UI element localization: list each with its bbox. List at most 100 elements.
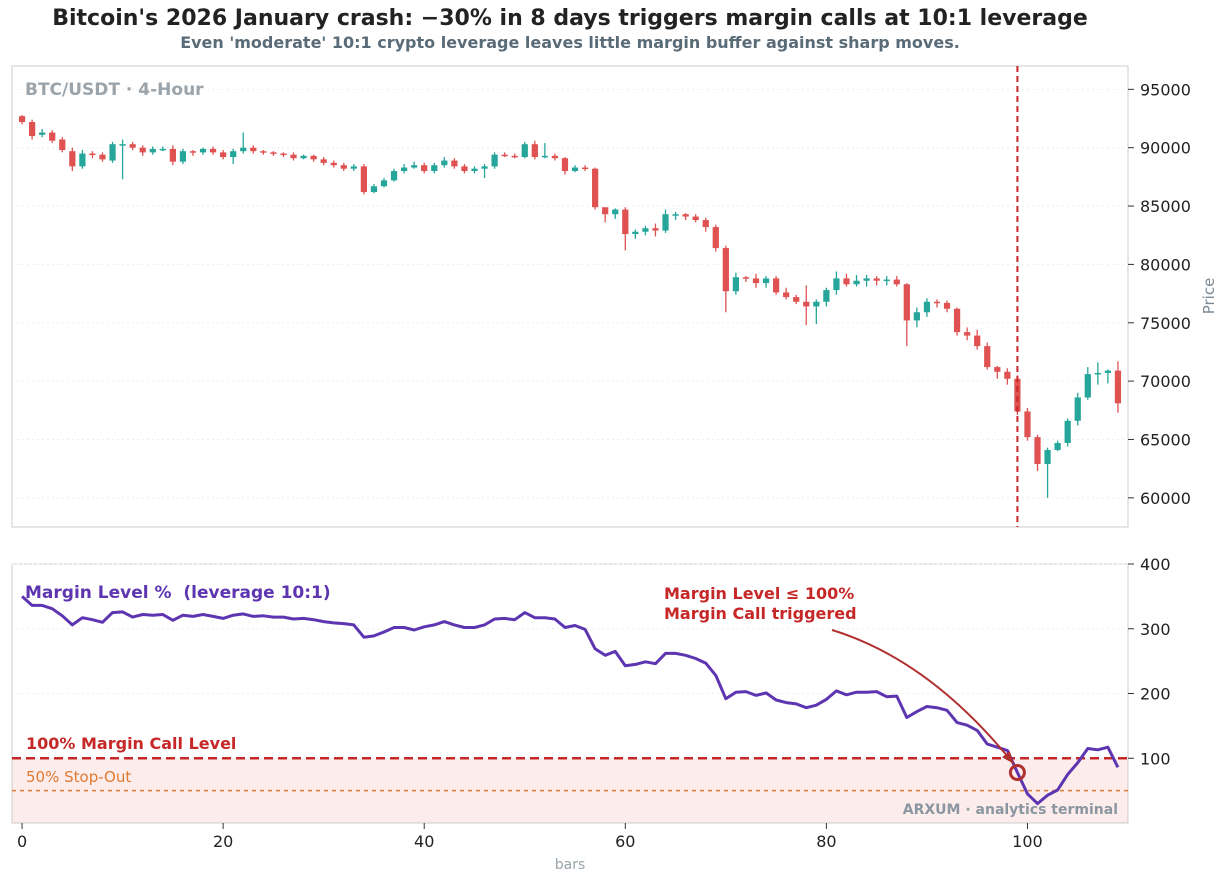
- candle: [692, 214, 699, 223]
- candle-body: [541, 155, 548, 158]
- candle: [612, 208, 619, 219]
- candle-body: [270, 152, 277, 154]
- candle: [270, 151, 277, 156]
- candle: [441, 157, 448, 168]
- candle: [833, 271, 840, 295]
- price-y-tick-label: 60000: [1140, 489, 1191, 508]
- candle-body: [1084, 374, 1091, 398]
- candle: [803, 285, 810, 326]
- candle-body: [1024, 411, 1031, 438]
- x-tick-label: 0: [17, 832, 27, 851]
- candle-body: [209, 148, 217, 153]
- candle: [581, 165, 589, 172]
- candle-body: [752, 278, 760, 284]
- watermark: ARXUM · analytics terminal: [903, 802, 1118, 818]
- candle-body: [421, 165, 428, 172]
- candle-body: [1044, 449, 1051, 464]
- candle-body: [491, 154, 498, 167]
- candle: [169, 145, 176, 166]
- candle-body: [451, 160, 458, 167]
- candle: [481, 164, 488, 179]
- candle: [300, 154, 307, 160]
- candle: [49, 130, 56, 144]
- candle-body: [783, 292, 790, 298]
- candle: [571, 165, 579, 173]
- candle: [149, 146, 156, 155]
- candle-body: [642, 228, 649, 232]
- candle: [853, 274, 860, 287]
- candle-body: [612, 209, 619, 215]
- candle: [652, 223, 659, 237]
- candle-body: [471, 168, 478, 172]
- candle: [551, 153, 559, 161]
- candle: [59, 137, 66, 153]
- candle: [159, 146, 166, 152]
- candle-body: [863, 278, 870, 281]
- candle: [722, 245, 729, 313]
- price-y-tick-label: 70000: [1140, 372, 1191, 391]
- candle-body: [994, 367, 1001, 372]
- candle-body: [1014, 378, 1021, 412]
- candle-body: [169, 148, 176, 162]
- candle: [974, 329, 981, 350]
- candle: [994, 365, 1001, 379]
- candle-body: [712, 227, 719, 249]
- candle-body: [240, 147, 247, 152]
- candle: [893, 276, 900, 287]
- candle-body: [521, 144, 528, 158]
- candle: [350, 164, 357, 172]
- price-y-tick-label: 95000: [1140, 80, 1191, 99]
- price-y-tick-label: 65000: [1140, 430, 1191, 449]
- price-panel-title: BTC/USDT · 4-Hour: [25, 80, 204, 100]
- candle-body: [913, 312, 920, 321]
- candle-body: [803, 301, 810, 307]
- candle: [320, 157, 327, 166]
- candle-body: [833, 278, 840, 291]
- candle: [240, 132, 247, 154]
- candle-body: [732, 277, 740, 292]
- candle: [421, 162, 428, 174]
- candle-body: [340, 165, 347, 169]
- candle: [260, 150, 267, 155]
- candle-body: [99, 154, 106, 160]
- candle-body: [1114, 370, 1122, 404]
- candle-body: [411, 165, 418, 168]
- candle-body: [551, 155, 559, 159]
- annotation-text-line1: Margin Level ≤ 100%: [664, 584, 854, 603]
- candle-body: [953, 308, 961, 333]
- candle: [933, 299, 941, 308]
- candle-body: [28, 122, 36, 137]
- candle: [602, 207, 609, 223]
- price-axis-label: Price: [1200, 278, 1218, 315]
- candle: [732, 272, 740, 295]
- candle: [1034, 434, 1041, 471]
- candle: [1044, 447, 1051, 498]
- candle: [411, 161, 418, 169]
- candle-body: [189, 151, 197, 153]
- candle-body: [109, 144, 116, 161]
- candle-body: [79, 153, 86, 167]
- candle: [250, 145, 257, 154]
- candle: [28, 119, 36, 140]
- candlestick-series: [18, 115, 1122, 498]
- candle-body: [692, 216, 699, 221]
- candle: [461, 164, 468, 174]
- candle: [873, 276, 880, 286]
- candle: [179, 148, 187, 165]
- annotation-text-line2: Margin Call triggered: [664, 604, 857, 623]
- candle: [1114, 361, 1122, 413]
- price-panel: 60000 65000 70000 75000 80000 85000 90000 95000…: [11, 65, 1218, 528]
- candle-body: [320, 159, 327, 163]
- price-y-tick-label: 80000: [1140, 255, 1191, 274]
- candle: [189, 150, 197, 156]
- margin-y-tick-label: 100: [1140, 749, 1171, 768]
- annotation-arrowhead: [1001, 751, 1014, 764]
- candle: [18, 115, 26, 125]
- candle: [491, 152, 498, 169]
- candle: [310, 154, 317, 162]
- candle: [742, 276, 750, 282]
- candle: [642, 225, 649, 236]
- candle: [511, 153, 518, 159]
- candle: [79, 150, 86, 169]
- candle-body: [702, 220, 709, 228]
